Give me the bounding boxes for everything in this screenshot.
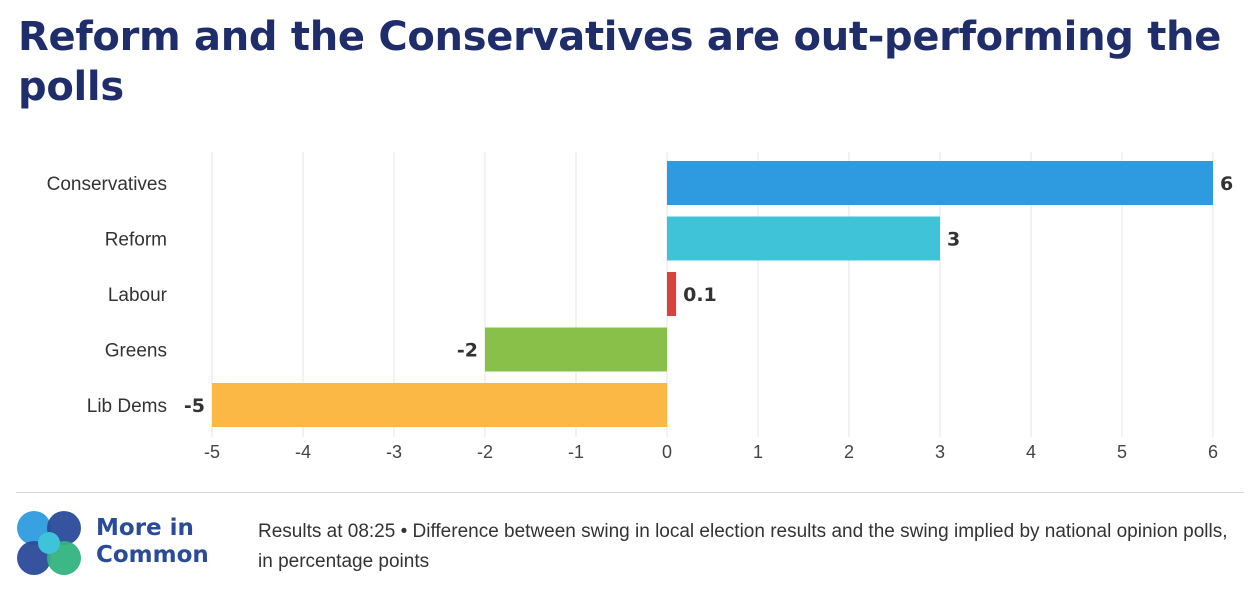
x-tick-label: 6	[1208, 442, 1218, 462]
category-label: Labour	[108, 285, 168, 306]
x-tick-label: -3	[386, 442, 402, 462]
value-label: 3	[947, 229, 960, 251]
bar-lib-dems	[212, 383, 667, 427]
chart-title: Reform and the Conservatives are out-per…	[18, 14, 1222, 110]
more-in-common-logo	[17, 511, 81, 575]
bars	[212, 161, 1213, 427]
brand-name: More in Common	[96, 515, 236, 569]
category-label: Lib Dems	[87, 396, 167, 417]
x-tick-label: 1	[753, 442, 763, 462]
logo-center	[38, 532, 60, 554]
category-label: Greens	[105, 341, 167, 362]
x-tick-label: 0	[662, 442, 672, 462]
x-tick-label: -1	[568, 442, 584, 462]
category-labels: Conservatives Reform Labour Greens Lib Dems	[47, 174, 168, 417]
x-tick-label: 5	[1117, 442, 1127, 462]
brand-name-line1: More in	[96, 515, 194, 541]
category-label: Conservatives	[47, 174, 167, 195]
x-tick-label: 3	[935, 442, 945, 462]
value-label: 6	[1220, 173, 1233, 195]
bar-reform	[667, 216, 940, 261]
x-tick-label: 4	[1026, 442, 1036, 462]
value-labels: 6 3 0.1 -2 -5	[184, 173, 1233, 417]
x-tick-label: 2	[844, 442, 854, 462]
x-tick-label: -5	[204, 442, 220, 462]
bar-greens	[485, 327, 667, 372]
category-label: Reform	[105, 230, 167, 251]
value-label: 0.1	[683, 284, 717, 306]
value-label: -5	[184, 395, 205, 417]
value-label: -2	[457, 340, 478, 362]
bar-labour	[667, 272, 677, 316]
x-axis-tick-labels: -5 -4 -3 -2 -1 0 1 2 3 4 5 6	[204, 442, 1218, 462]
footer-divider	[16, 492, 1244, 493]
bar-conservatives	[667, 161, 1213, 205]
x-tick-label: -2	[477, 442, 493, 462]
brand-name-line2: Common	[96, 542, 209, 568]
footnote: Results at 08:25 • Difference between sw…	[258, 521, 1228, 572]
x-tick-label: -4	[295, 442, 311, 462]
